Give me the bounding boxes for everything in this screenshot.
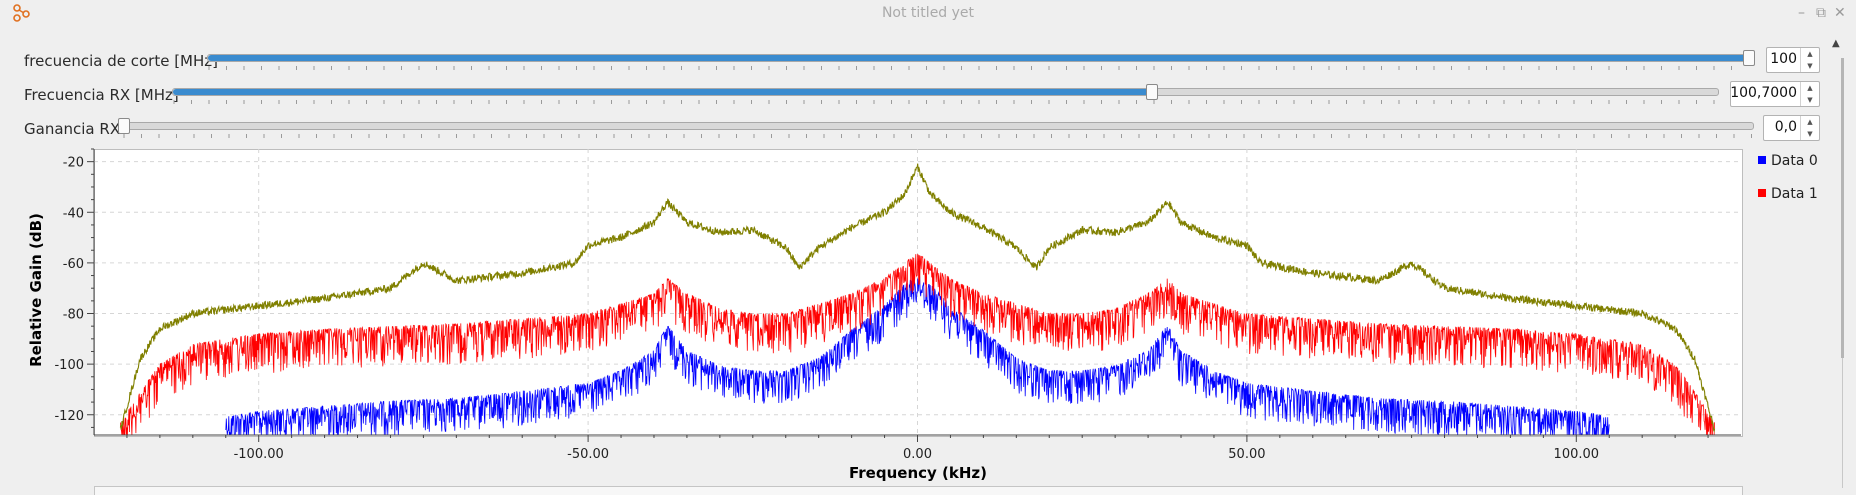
window-title: Not titled yet (881, 5, 975, 21)
rx-gain-spinbox[interactable]: 0,0 ▲ ▼ (1763, 115, 1820, 141)
vertical-scrollbar[interactable]: ▲ (1826, 28, 1856, 494)
legend-item-data1[interactable]: Data 1 (1758, 186, 1818, 202)
minimize-icon[interactable]: – (1798, 5, 1805, 21)
y-tick-label: -40 (63, 206, 84, 221)
x-tick-label: -50.00 (567, 447, 609, 462)
rx-frequency-label: Frecuencia RX [MHz] (24, 86, 179, 104)
series-data0 (225, 274, 1610, 437)
cutoff-frequency-handle[interactable] (1743, 50, 1755, 66)
rx-frequency-ticks (173, 100, 1715, 104)
cutoff-frequency-ticks (208, 66, 1732, 70)
legend-swatch-data1 (1758, 189, 1766, 197)
rx-frequency-fill (173, 89, 1151, 95)
rx-frequency-spinbox[interactable]: 100,7000 ▲ ▼ (1730, 81, 1820, 107)
y-tick-label: -20 (63, 156, 84, 171)
spin-arrows-icon[interactable]: ▲ ▼ (1800, 116, 1819, 140)
restore-icon[interactable]: ⧉ (1816, 5, 1826, 21)
rx-frequency-row: Frecuencia RX [MHz] 100,7000 ▲ ▼ (0, 81, 1826, 111)
chart-grid (94, 149, 1741, 435)
rx-gain-value[interactable]: 0,0 (1774, 119, 1797, 135)
rx-frequency-slider[interactable] (172, 84, 1719, 100)
rx-gain-handle[interactable] (118, 118, 130, 134)
series-reference (119, 163, 1716, 433)
chart-axes-layer: -100.00 -50.00 0.00 50.00 100.00 -20 -40 -60 -80… (54, 148, 1741, 462)
rx-gain-row: Ganancia RX 0,0 ▲ ▼ (0, 115, 1826, 145)
rx-gain-slider[interactable] (118, 118, 1754, 134)
rx-frequency-value[interactable]: 100,7000 (1730, 85, 1797, 101)
x-axis-label: Frequency (kHz) (849, 464, 987, 482)
series-data1 (120, 254, 1715, 436)
cutoff-frequency-row: frecuencia de corte [MHz] 100 ▲ ▼ (0, 47, 1826, 77)
gnuradio-logo-icon (13, 4, 30, 22)
y-tick-label: -120 (54, 409, 84, 424)
x-tick-label: -100.00 (234, 447, 284, 462)
chart-series-layer (119, 163, 1716, 437)
cutoff-frequency-slider[interactable] (207, 50, 1755, 66)
spin-arrows-icon[interactable]: ▲ ▼ (1800, 82, 1819, 106)
y-tick-label: -80 (63, 308, 84, 323)
close-icon[interactable]: ✕ (1834, 5, 1846, 21)
legend-item-data0[interactable]: Data 0 (1758, 153, 1818, 169)
rx-gain-label: Ganancia RX (24, 120, 121, 138)
legend-label-data1: Data 1 (1771, 186, 1818, 202)
scroll-up-arrow-icon[interactable]: ▲ (1832, 38, 1840, 49)
rx-frequency-handle[interactable] (1145, 84, 1158, 100)
rx-gain-ticks (123, 134, 1752, 138)
cutoff-frequency-label: frecuencia de corte [MHz] (24, 52, 218, 70)
legend-label-data0: Data 0 (1771, 153, 1818, 169)
window-titlebar: Not titled yet – ⧉ ✕ (0, 0, 1856, 28)
x-tick-label: 0.00 (903, 447, 932, 462)
bottom-panel-edge (94, 486, 1743, 495)
x-tick-label: 50.00 (1228, 447, 1265, 462)
y-axis-label: Relative Gain (dB) (27, 213, 45, 367)
y-tick-label: -100 (54, 358, 84, 373)
y-tick-label: -60 (63, 257, 84, 272)
legend-swatch-data0 (1758, 156, 1766, 164)
x-tick-label: 100.00 (1554, 447, 1600, 462)
scrollbar-handle[interactable] (1841, 58, 1844, 358)
cutoff-frequency-value[interactable]: 100 (1770, 51, 1797, 67)
cutoff-frequency-spinbox[interactable]: 100 ▲ ▼ (1766, 47, 1820, 73)
spin-arrows-icon[interactable]: ▲ ▼ (1800, 48, 1819, 72)
cutoff-frequency-fill (208, 55, 1748, 61)
